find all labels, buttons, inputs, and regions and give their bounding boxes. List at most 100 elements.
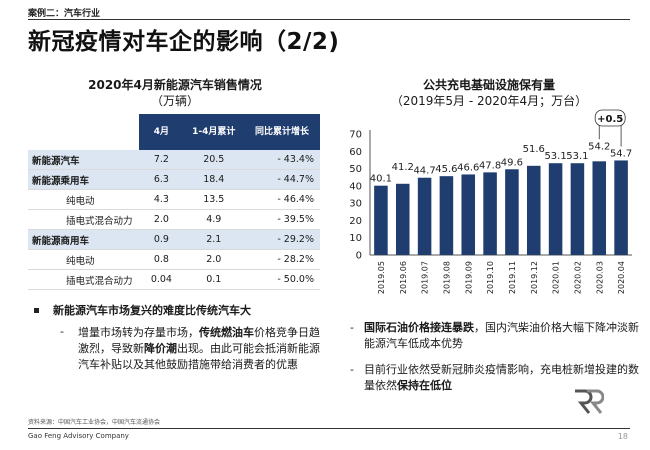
bar (614, 160, 628, 255)
x-tick-label: 2019.07 (421, 261, 430, 294)
table-row: 新能源汽车 7.2 20.5 - 43.4% (28, 150, 320, 170)
left-paragraph: 增量市场转为存量市场，传统燃油车价格竞争日趋激烈，导致新降价潮出现。由此可能会抵… (78, 325, 328, 373)
row-label: 插电式混合动力 (28, 269, 140, 290)
cell-ytd: 4.9 (183, 209, 245, 230)
bar (526, 165, 541, 255)
bar (461, 174, 476, 255)
bar (592, 161, 607, 255)
row-label: 纯电动 (28, 189, 140, 210)
row-label: 新能源商用车 (28, 229, 140, 250)
y-tick-label: 70 (349, 130, 362, 141)
y-tick-label: 0 (356, 251, 362, 262)
page-title: 新冠疫情对车企的影响（2/2) (28, 29, 340, 55)
bar (439, 176, 454, 255)
cell-ytd: 18.4 (183, 169, 245, 190)
y-tick-label: 30 (349, 199, 362, 210)
table-title: 2020年4月新能源汽车销售情况 (88, 78, 262, 92)
x-tick-label: 2019.10 (486, 261, 495, 294)
table-header-ytd: 1-4月累计 (183, 114, 245, 150)
bar-value-label: 46.6 (457, 162, 479, 173)
cell-april: 4.3 (139, 189, 184, 210)
top-divider (28, 19, 630, 20)
right-dash-2: - (350, 363, 354, 376)
x-tick-label: 2020.01 (552, 261, 561, 294)
cell-yoy: - 50.0% (244, 269, 320, 290)
bar-value-label: 53.1 (566, 151, 588, 162)
company-name: Gao Feng Advisory Company (28, 432, 129, 440)
chart-subtitle: （2019年5月 - 2020年4月；万台） (390, 94, 588, 108)
sales-table: 4月 1-4月累计 同比累计增长 新能源汽车 7.2 20.5 - 43.4% … (28, 114, 320, 290)
row-label: 纯电动 (28, 249, 140, 270)
cell-yoy: - 46.4% (244, 189, 320, 210)
cell-april: 0.9 (139, 229, 184, 250)
cell-ytd: 13.5 (183, 189, 245, 210)
table-row: 新能源乘用车 6.3 18.4 - 44.7% (28, 169, 320, 190)
right-b2-bold: 保持在低位 (397, 379, 452, 392)
left-p2-bold: 降价潮 (144, 342, 177, 355)
table-header-row: 4月 1-4月累计 同比累计增长 (28, 114, 320, 150)
section-label: 案例二：汽车行业 (28, 9, 101, 19)
cell-april: 7.2 (139, 150, 184, 170)
row-label: 新能源汽车 (28, 150, 140, 170)
table-row: 新能源商用车 0.9 2.1 - 29.2% (28, 229, 320, 250)
bar (548, 163, 563, 255)
cell-ytd: 20.5 (183, 150, 245, 170)
cell-april: 0.04 (139, 269, 184, 290)
cell-april: 2.0 (139, 209, 184, 230)
bar-value-label: 45.6 (435, 164, 457, 175)
cell-yoy: - 44.7% (244, 169, 320, 190)
y-tick-label: 10 (349, 233, 362, 244)
left-heading-text: 新能源汽车市场复兴的难度比传统汽车大 (53, 304, 251, 317)
bar (570, 163, 585, 255)
y-tick-label: 60 (349, 147, 362, 158)
right-bullet-1: - 国际石油价格接连暴跌，国内汽柴油价格大幅下降冲淡新能源汽车低成本优势 (350, 320, 644, 352)
table-header-april: 4月 (139, 114, 184, 150)
table-row: 插电式混合动力 0.04 0.1 - 50.0% (28, 269, 320, 290)
bullet-square-icon (34, 307, 39, 313)
cell-ytd: 2.0 (183, 249, 245, 270)
charging-bar-chart: 0 10 20 30 40 50 60 70 40.1 2019.05 41.2 2019.06 44.… (349, 109, 632, 294)
page-number: 18 (617, 432, 628, 441)
x-tick-label: 2019.09 (464, 261, 473, 294)
footer-divider (28, 428, 630, 429)
y-tick-label: 20 (349, 216, 362, 227)
cell-yoy: - 28.2% (244, 249, 320, 270)
bar-value-label: 49.6 (501, 157, 523, 168)
x-tick-label: 2020.02 (573, 261, 582, 294)
bar-value-label: 41.2 (392, 162, 414, 173)
left-p1: 增量市场转为存量市场， (78, 326, 199, 339)
x-tick-label: 2020.04 (617, 261, 626, 294)
annotation-label: +0.5 (597, 114, 623, 125)
left-p2: 价格竞争日趋激烈，导致新 (78, 326, 320, 355)
x-tick-label: 2019.05 (377, 261, 386, 294)
bar-value-label: 47.8 (479, 160, 501, 171)
left-bullet-heading: 新能源汽车市场复兴的难度比传统汽车大 (34, 302, 251, 318)
x-tick-label: 2019.08 (442, 261, 451, 294)
bar-value-label: 40.1 (370, 174, 392, 185)
bar (483, 172, 497, 255)
cell-yoy: - 29.2% (244, 229, 320, 250)
bar-value-label: 51.6 (523, 144, 545, 155)
table-header-blank (28, 114, 140, 150)
bar-value-label: 54.7 (610, 148, 632, 159)
bar-value-label: 54.2 (588, 141, 610, 152)
right-dash-1: - (350, 321, 354, 334)
y-tick-label: 50 (349, 164, 362, 175)
bar-value-label: 53.1 (544, 151, 566, 162)
bar (505, 169, 519, 255)
cell-yoy: - 43.4% (244, 150, 320, 170)
bar (417, 177, 432, 255)
cell-yoy: - 39.5% (244, 209, 320, 230)
source-note: 资料来源：中国汽车工业协会，中国汽车流通协会 (28, 419, 161, 426)
bar (374, 185, 388, 255)
left-p3: 出现。由此可能会抵消新能源汽车补贴以及其他鼓励措施带给消费者的优惠 (78, 342, 320, 371)
table-unit: （万辆） (150, 94, 199, 108)
left-dash: - (60, 325, 64, 338)
cell-ytd: 2.1 (183, 229, 245, 250)
right-b1-bold: 国际石油价格接连暴跌 (364, 321, 474, 334)
x-tick-label: 2019.06 (399, 261, 408, 294)
chart-title: 公共充电基础设施保有量 (422, 78, 555, 92)
row-label: 插电式混合动力 (28, 209, 140, 230)
table-row: 插电式混合动力 2.0 4.9 - 39.5% (28, 209, 320, 230)
cell-ytd: 0.1 (183, 269, 245, 290)
